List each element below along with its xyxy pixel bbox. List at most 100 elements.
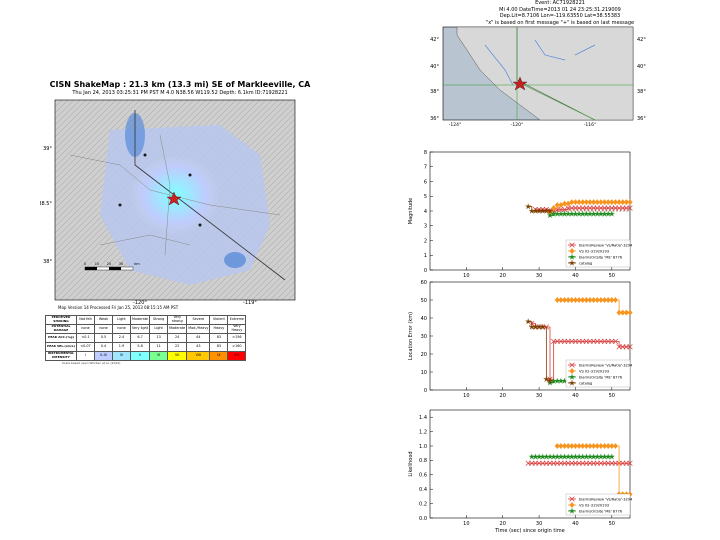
data-point — [569, 199, 575, 206]
data-point — [623, 199, 629, 206]
line-chart: 0.0 0.2 0.4 0.6 0.8 1.0 1.2 1.4 10 20 30 40 50 Likeli… — [408, 409, 633, 534]
data-point — [569, 242, 575, 248]
data-point — [569, 362, 575, 368]
legend-item: ElarmsReview 'Vs/Ratio'-3294 — [568, 496, 633, 502]
legend-label: ElarmsOnSite 'ME' 8776 — [579, 256, 623, 260]
event-title: Event: AC71928221 Mi 4.00 DateTime=2013 … — [400, 0, 720, 26]
stations — [198, 223, 202, 227]
data-point — [587, 199, 593, 206]
table-cell: 43 — [186, 342, 211, 352]
legend: ElarmsReview 'Vs/Ratio'-3294 VS 02-319201… — [565, 493, 633, 516]
lat-tick-label: 39° — [43, 146, 52, 152]
legend-label: VS 02-31920193 — [579, 504, 609, 508]
line-chart: 0 10 20 30 40 50 60 10 20 30 40 50 Location Error (k… — [408, 280, 633, 399]
x-tick-label: 40 — [572, 273, 578, 279]
y-tick-label: 50 — [421, 298, 427, 304]
y-tick-label: 60 — [421, 280, 427, 286]
y-axis-label: Magnitude — [408, 198, 414, 225]
data-point — [583, 199, 589, 206]
y-tick-label: 1 — [424, 253, 427, 259]
table-cell: >156 — [227, 333, 247, 343]
overview-lat-label: 36° — [430, 116, 439, 122]
legend-label: ElarmsReview 'Vs/Ratio'-3294 — [579, 498, 633, 502]
y-tick-label: 0.2 — [419, 501, 427, 507]
data-point — [587, 442, 593, 450]
legend-label: catalog — [579, 382, 592, 386]
x-tick-label: 50 — [609, 273, 615, 279]
x-axis-label: Time (sec) since origin time — [494, 528, 564, 534]
overview-lon-label: -116° — [584, 122, 596, 128]
data-point — [580, 199, 586, 206]
x-tick-label: 20 — [500, 393, 506, 399]
legend-box — [565, 239, 631, 268]
data-point — [609, 442, 615, 450]
data-point — [524, 203, 532, 210]
legend-label: ElarmsOnSite 'ME' 8776 — [579, 376, 623, 380]
data-point — [539, 323, 546, 330]
overview-lat-label: 36° — [637, 116, 646, 122]
x-tick-label: 10 — [463, 273, 469, 279]
table-cell: IX — [209, 351, 229, 361]
data-point — [565, 442, 571, 450]
series-ratio — [525, 460, 633, 466]
data-point — [594, 296, 600, 304]
line-chart: 0 1 2 3 4 5 6 7 8 10 20 30 40 50 Magnitude ElarmsReview… — [408, 150, 633, 279]
data-point — [568, 379, 576, 386]
table-cell: V — [129, 351, 151, 361]
intensity-scale-table: PERCEIVED SHAKING Not felt Weak Light Modera… — [45, 315, 247, 361]
table-cell: 11 — [149, 342, 169, 352]
event-title-line: Mi 4.00 DateTime=2013 01 24 23:25:31.219… — [499, 6, 621, 13]
y-axis-label: Location Error (km) — [408, 312, 414, 360]
overview-path-line — [519, 82, 596, 121]
y-tick-label: 20 — [421, 352, 427, 358]
legend-box — [565, 359, 631, 388]
data-point — [594, 442, 600, 450]
data-point — [620, 199, 626, 206]
x-tick-label: 30 — [536, 273, 542, 279]
table-row-header: PERCEIVED SHAKING — [45, 315, 77, 325]
overview-lat-label: 40° — [430, 64, 439, 70]
y-tick-label: 2 — [424, 238, 427, 244]
overview-rivers — [484, 39, 596, 86]
data-point — [572, 296, 579, 304]
legend: ElarmsReview 'Vs/Ratio'-3294 VS 02-319201… — [565, 359, 633, 388]
data-point — [576, 442, 582, 450]
legend-item: catalog — [568, 259, 592, 266]
data-point — [609, 296, 615, 304]
legend-item: ElarmsReview 'Vs/Ratio'-3294 — [568, 362, 633, 368]
legend-item: ElarmsReview 'Vs/Ratio'-3294 — [568, 242, 633, 248]
overview-event-star-icon — [512, 76, 528, 91]
data-point — [598, 296, 604, 304]
overview-lon-label: -120° — [511, 122, 523, 128]
y-tick-label: 40 — [421, 316, 427, 322]
data-point — [561, 296, 568, 304]
legend-label: ElarmsReview 'Vs/Ratio'-3294 — [579, 244, 633, 248]
data-point — [561, 200, 568, 207]
table-row: PEAK VEL.(cm/s) <0.07 0.4 1.9 5.8 11 22 43 83 >16… — [45, 342, 247, 352]
data-point — [591, 442, 597, 450]
table-cell: <0.07 — [76, 342, 95, 352]
y-tick-label: 0 — [424, 388, 427, 394]
data-point — [580, 442, 586, 450]
table-cell: none — [112, 324, 131, 334]
data-point — [576, 199, 582, 206]
data-point — [620, 309, 626, 316]
overview-map: 42° 42° 40° 40° 38° 38° 36° 36° -124° -120° -116° — [430, 26, 646, 128]
stations — [143, 153, 147, 157]
overview-lat-label: 38° — [430, 89, 439, 95]
data-point — [554, 296, 560, 304]
data-point — [594, 199, 600, 206]
table-cell: Extreme — [227, 315, 247, 325]
data-point — [569, 296, 575, 304]
table-row: PERCEIVED SHAKING Not felt Weak Light Modera… — [45, 315, 247, 325]
table-cell: 44 — [186, 333, 211, 343]
data-point — [546, 379, 554, 386]
table-cell: IV — [112, 351, 131, 361]
table-cell: 24 — [167, 333, 188, 343]
series-elarms — [546, 210, 616, 219]
overview-lat-label: 38° — [637, 89, 646, 95]
y-tick-label: 0.4 — [419, 487, 427, 493]
y-tick-label: 0.6 — [419, 473, 427, 479]
table-row: PEAK ACC.(%g) <0.1 0.5 2.4 6.7 13 24 44 83 >156 — [45, 333, 247, 343]
legend-box — [565, 493, 631, 516]
